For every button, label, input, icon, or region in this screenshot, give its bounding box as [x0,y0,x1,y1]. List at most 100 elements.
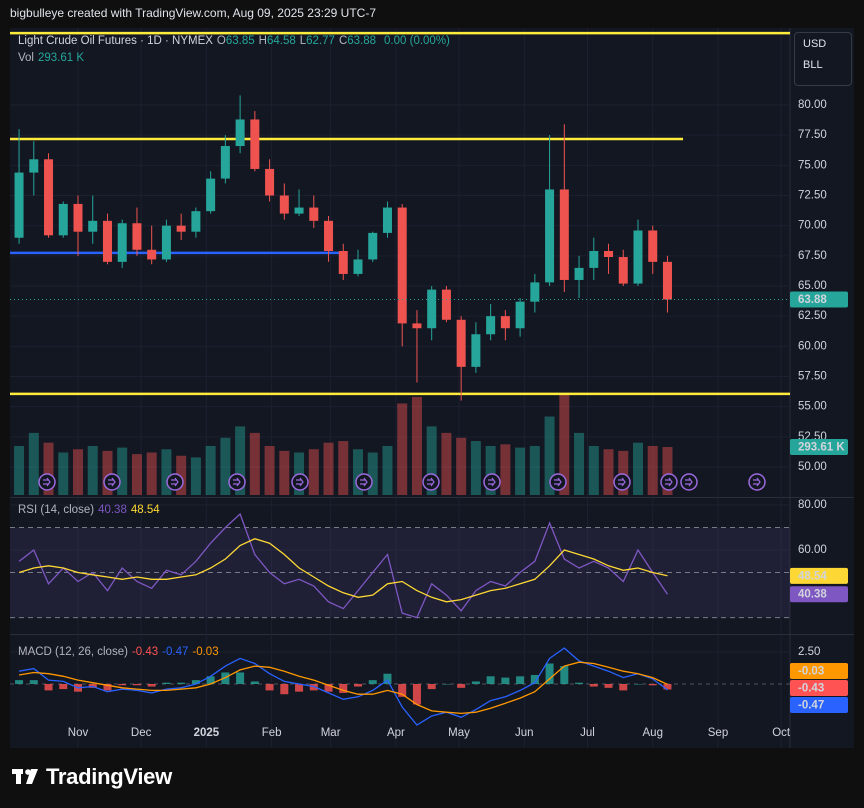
x-tick-label: Mar [321,727,341,739]
volume-bar [131,454,142,495]
candle-body [88,220,98,232]
x-tick-label: Aug [643,727,663,739]
macd-value: -0.47 [162,646,189,658]
volume-bar [470,441,481,495]
volume-bar [279,450,290,495]
candle-body [427,289,437,329]
histogram-bar [575,682,584,684]
volume-bar [426,426,437,495]
histogram-bar [560,666,569,684]
volume-bar [87,445,98,495]
event-icon [549,473,567,491]
x-tick-label: Oct [772,727,791,739]
x-tick-label: Feb [262,727,282,739]
macd-line [18,647,668,726]
histogram-bar [44,683,53,691]
candle-body [353,259,363,274]
histogram-bar [354,683,362,687]
event-icon [38,473,56,491]
event-icon [291,473,309,491]
macd-last-label: -0.43 [798,682,824,694]
histogram-bar [59,683,68,690]
candle-body [102,220,112,262]
candle-body [368,232,378,260]
ohlc-value: 63.88 [347,35,377,47]
chart-background [10,28,854,748]
event-arrow [427,477,435,487]
event-icon [748,473,766,491]
event-icon [483,473,501,491]
volume-bar [235,426,246,495]
histogram-bar [501,677,510,684]
candle-body [471,334,481,367]
event-icon [228,473,246,491]
candle-body [58,203,68,236]
volume-bar [249,432,260,495]
histogram-bar [427,683,436,690]
candle-body [235,119,245,147]
histogram-bar [339,683,348,693]
y-tick-label: 77.50 [798,129,827,141]
event-icon [422,473,440,491]
candle-body [206,178,216,212]
volume-bar [382,445,393,495]
candle-body [309,207,319,221]
symbol-title: Light Crude Oil Futures · 1D · NYMEX [18,35,213,47]
histogram-bar [634,683,642,685]
volume-bar [515,447,526,495]
ohlc-value: 62.77 [306,35,335,47]
candle-body [456,319,466,367]
candle-body [161,225,171,260]
event-arrow [108,477,116,487]
histogram-bar [250,681,259,684]
histogram-bar [29,680,38,684]
volume-bar [264,445,275,495]
volume-title: Vol [18,52,34,64]
y-tick-label: 70.00 [798,220,827,232]
volume-bar [456,437,467,495]
event-icon [355,473,373,491]
volume-bar [73,449,83,495]
volume-bar [323,442,334,495]
event-icon [660,473,678,491]
volume-bar [618,450,629,495]
candle-body [500,316,510,329]
ohlc-legend: O63.85 H64.58 L62.77 C63.88 [217,35,380,47]
candle-body [73,203,83,232]
y-tick-label: 65.00 [798,280,827,292]
ohlc-value: 63.85 [225,35,255,47]
volume-bar [43,442,54,495]
histogram-bar [619,683,628,691]
volume-bar [308,449,319,495]
macd-last-label: -0.47 [798,699,824,711]
candle-body [294,207,304,214]
candle-body [338,251,348,274]
volume-bar [353,449,363,495]
volume-bar [529,445,540,495]
candle-body [530,282,540,302]
last-price-label-box [790,291,848,308]
volume-bar [574,432,585,495]
volume-bar [146,452,157,495]
candle-body [515,301,525,329]
y-tick-label: 60.00 [798,340,827,352]
currency[interactable]: USD [803,38,827,50]
candle-body [147,249,157,260]
rsi-last-label-box [790,567,848,584]
event-arrow [685,477,693,487]
x-tick-label: May [448,727,470,739]
currency-box[interactable]: USD BLL [794,32,852,86]
histogram-bar [191,680,200,684]
candle-body [633,230,643,284]
candle-body [486,316,496,335]
macd-last-label: -0.03 [798,665,824,677]
unit[interactable]: BLL [803,59,823,71]
candle-body [589,251,599,268]
histogram-bar [295,683,304,692]
volume-bar [28,432,39,495]
x-tick-label: 2025 [194,727,220,739]
histogram-bar [147,683,156,687]
candle-body [132,223,142,250]
ohlc-label: H [258,35,267,47]
